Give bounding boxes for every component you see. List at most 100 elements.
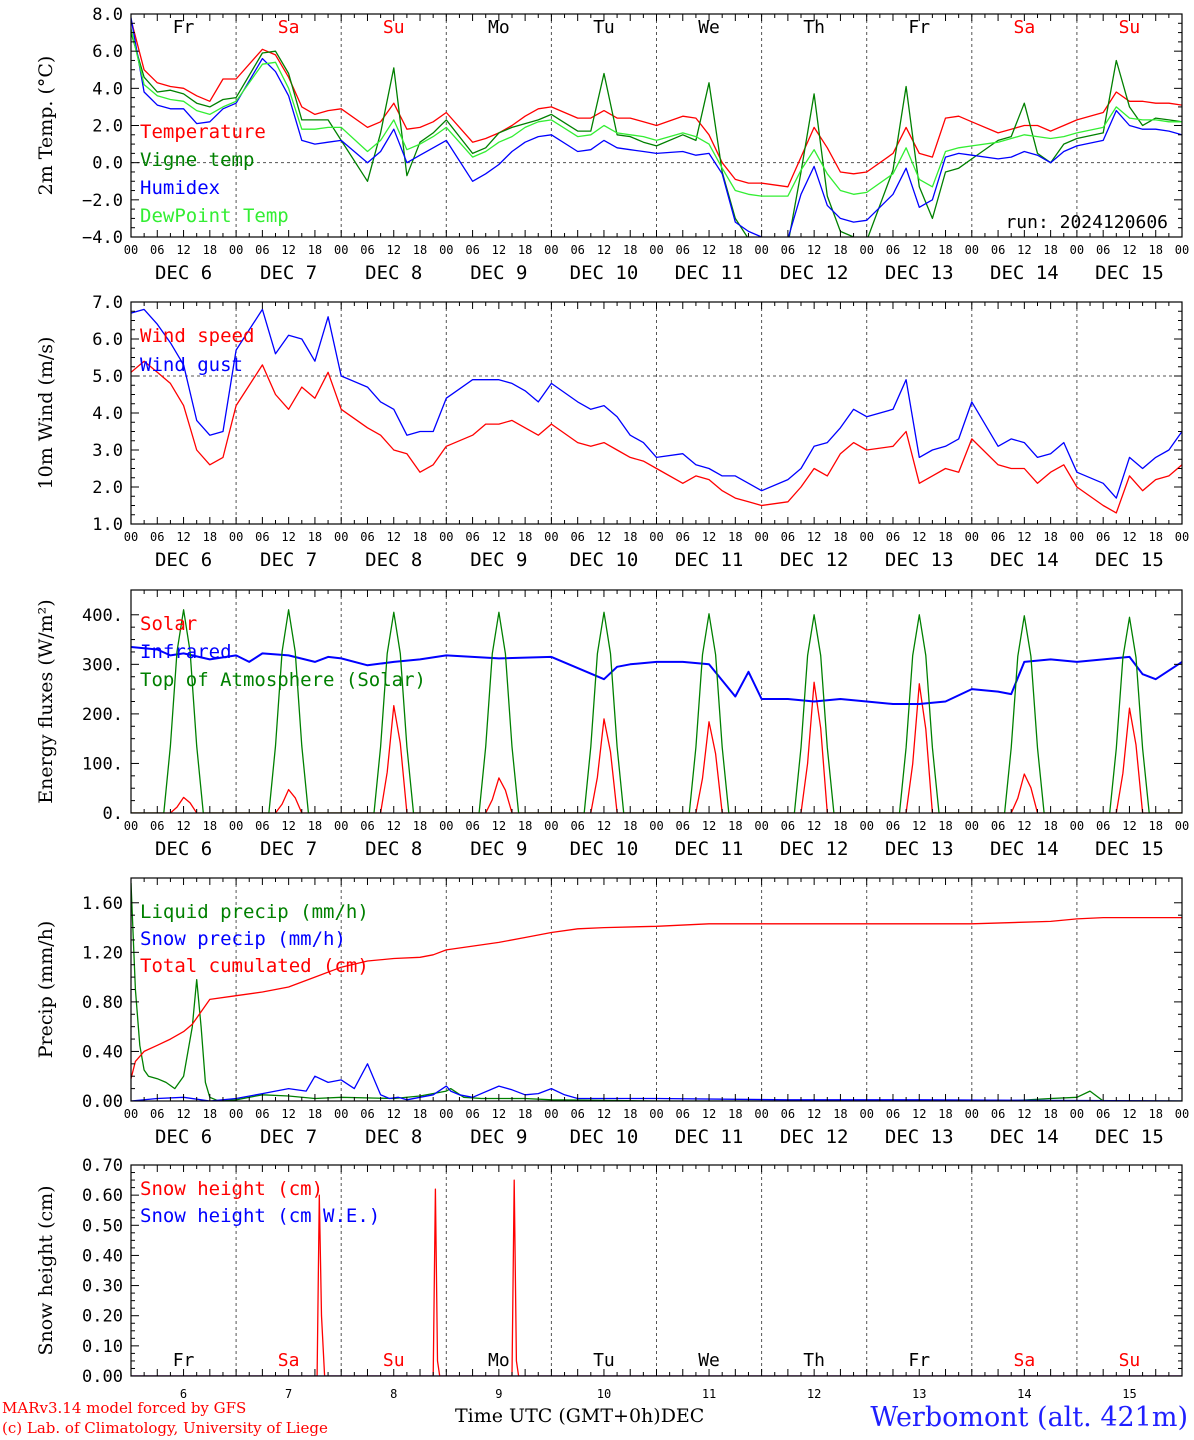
legend-entry: Top of Atmosphere (Solar)	[140, 669, 426, 691]
y-tick-label: 7.0	[92, 293, 123, 313]
hour-label: 12	[1017, 1107, 1031, 1121]
hour-label: 00	[649, 243, 663, 257]
date-label: DEC 12	[780, 549, 849, 571]
hour-label: 12	[387, 530, 401, 544]
y-tick-label: 8.0	[92, 5, 123, 25]
series-line-infrared	[131, 646, 1182, 705]
hour-label: 06	[570, 819, 584, 833]
legend-entry: Infrared	[140, 641, 232, 663]
hour-label: 06	[465, 530, 479, 544]
date-label: DEC 6	[155, 549, 212, 571]
hour-label: 18	[413, 243, 427, 257]
day-name-label: Su	[383, 17, 405, 38]
hour-label: 06	[676, 243, 690, 257]
hour-label: 18	[518, 530, 532, 544]
hour-label: 00	[754, 530, 768, 544]
hour-label: 12	[702, 1107, 716, 1121]
hour-label: 18	[1148, 1107, 1162, 1121]
hour-label: 18	[938, 243, 952, 257]
date-label: DEC 15	[1095, 262, 1164, 284]
day-name-label: Sa	[1014, 1350, 1036, 1371]
hour-label: 12	[807, 1107, 821, 1121]
day-name-label: Sa	[278, 17, 300, 38]
hour-label: 12	[176, 243, 190, 257]
hour-label: 00	[859, 530, 873, 544]
y-tick-label: 6.0	[92, 42, 123, 62]
y-tick-label: 1.20	[82, 943, 123, 963]
plot-frame	[130, 589, 1183, 814]
x-axis-title-text: Time UTC (GMT+0h)	[455, 1405, 661, 1427]
hour-label: 00	[439, 243, 453, 257]
hour-label: 18	[833, 530, 847, 544]
hour-label: 06	[360, 530, 374, 544]
hour-label: 06	[150, 243, 164, 257]
legend-entry: DewPoint Temp	[140, 205, 289, 227]
date-label: DEC 12	[780, 1126, 849, 1148]
day-name-label: Tu	[593, 1350, 615, 1371]
hour-label: 00	[544, 819, 558, 833]
y-tick-label: 2.0	[92, 117, 123, 137]
hour-label: 18	[308, 530, 322, 544]
y-tick-label: 4.0	[92, 404, 123, 424]
y-tick-label: −4.0	[82, 228, 123, 248]
hour-label: 12	[1122, 819, 1136, 833]
hour-label: 18	[1148, 819, 1162, 833]
series-line-wind-gust	[131, 308, 1182, 499]
date-label: DEC 14	[990, 838, 1059, 860]
hour-label: 18	[1043, 530, 1057, 544]
snow-height-panel: 0.70 0.60 0.50 0.40 0.30 0.20 0.10 0.00 Snow hei…	[35, 1156, 1183, 1401]
hour-label: 06	[150, 819, 164, 833]
hour-label: 12	[912, 243, 926, 257]
hour-label: 06	[255, 530, 269, 544]
hour-label: 06	[781, 819, 795, 833]
y-tick-label: 0.80	[82, 993, 123, 1013]
day-number-label: 15	[1122, 1387, 1136, 1401]
day-number-label: 13	[912, 1387, 926, 1401]
y-tick-label: −2.0	[82, 191, 123, 211]
hour-label: 12	[912, 1107, 926, 1121]
date-label: DEC 12	[780, 838, 849, 860]
hour-label: 12	[702, 819, 716, 833]
y-tick-label: 0.10	[82, 1337, 123, 1357]
date-label: DEC 11	[675, 549, 744, 571]
y-tick-label: 1.0	[92, 515, 123, 535]
x-axis-title: Time UTC (GMT+0h)DEC	[455, 1405, 704, 1427]
date-label: DEC 10	[570, 838, 639, 860]
hour-label: 12	[281, 1107, 295, 1121]
legend-entry: Vigne temp	[140, 149, 254, 171]
hour-label: 00	[334, 1107, 348, 1121]
hour-label: 12	[1017, 243, 1031, 257]
hour-label: 00	[859, 1107, 873, 1121]
hour-label: 00	[334, 819, 348, 833]
hour-label: 18	[518, 1107, 532, 1121]
day-name-label: Fr	[908, 17, 930, 38]
hour-label: 18	[728, 1107, 742, 1121]
series-line-wind-speed	[131, 360, 1182, 514]
date-label: DEC 14	[990, 549, 1059, 571]
hour-label: 00	[859, 819, 873, 833]
legend-entry: Snow precip (mm/h)	[140, 928, 346, 950]
y-tick-label: 2.0	[92, 478, 123, 498]
hour-label: 18	[728, 819, 742, 833]
hour-label: 06	[886, 819, 900, 833]
day-name-label: Tu	[593, 17, 615, 38]
hour-label: 06	[1096, 530, 1110, 544]
y-tick-label: 400.	[82, 606, 123, 626]
hour-label: 00	[965, 243, 979, 257]
hour-label: 06	[255, 1107, 269, 1121]
date-label: DEC 6	[155, 838, 212, 860]
date-label: DEC 6	[155, 262, 212, 284]
hour-label: 12	[492, 243, 506, 257]
hour-label: 12	[492, 819, 506, 833]
day-number-label: 14	[1017, 1387, 1031, 1401]
hour-label: 00	[229, 243, 243, 257]
hour-label: 18	[1148, 530, 1162, 544]
hour-label: 12	[387, 243, 401, 257]
y-tick-label: 4.0	[92, 79, 123, 99]
precip-panel: 1.60 1.20 0.80 0.40 0.00 Precip (mm/h) Liquid …	[35, 877, 1189, 1148]
hour-label: 12	[176, 1107, 190, 1121]
hour-label: 00	[1070, 819, 1084, 833]
y-tick-label: 0.30	[82, 1277, 123, 1297]
hour-label: 18	[308, 243, 322, 257]
hour-label: 00	[439, 1107, 453, 1121]
